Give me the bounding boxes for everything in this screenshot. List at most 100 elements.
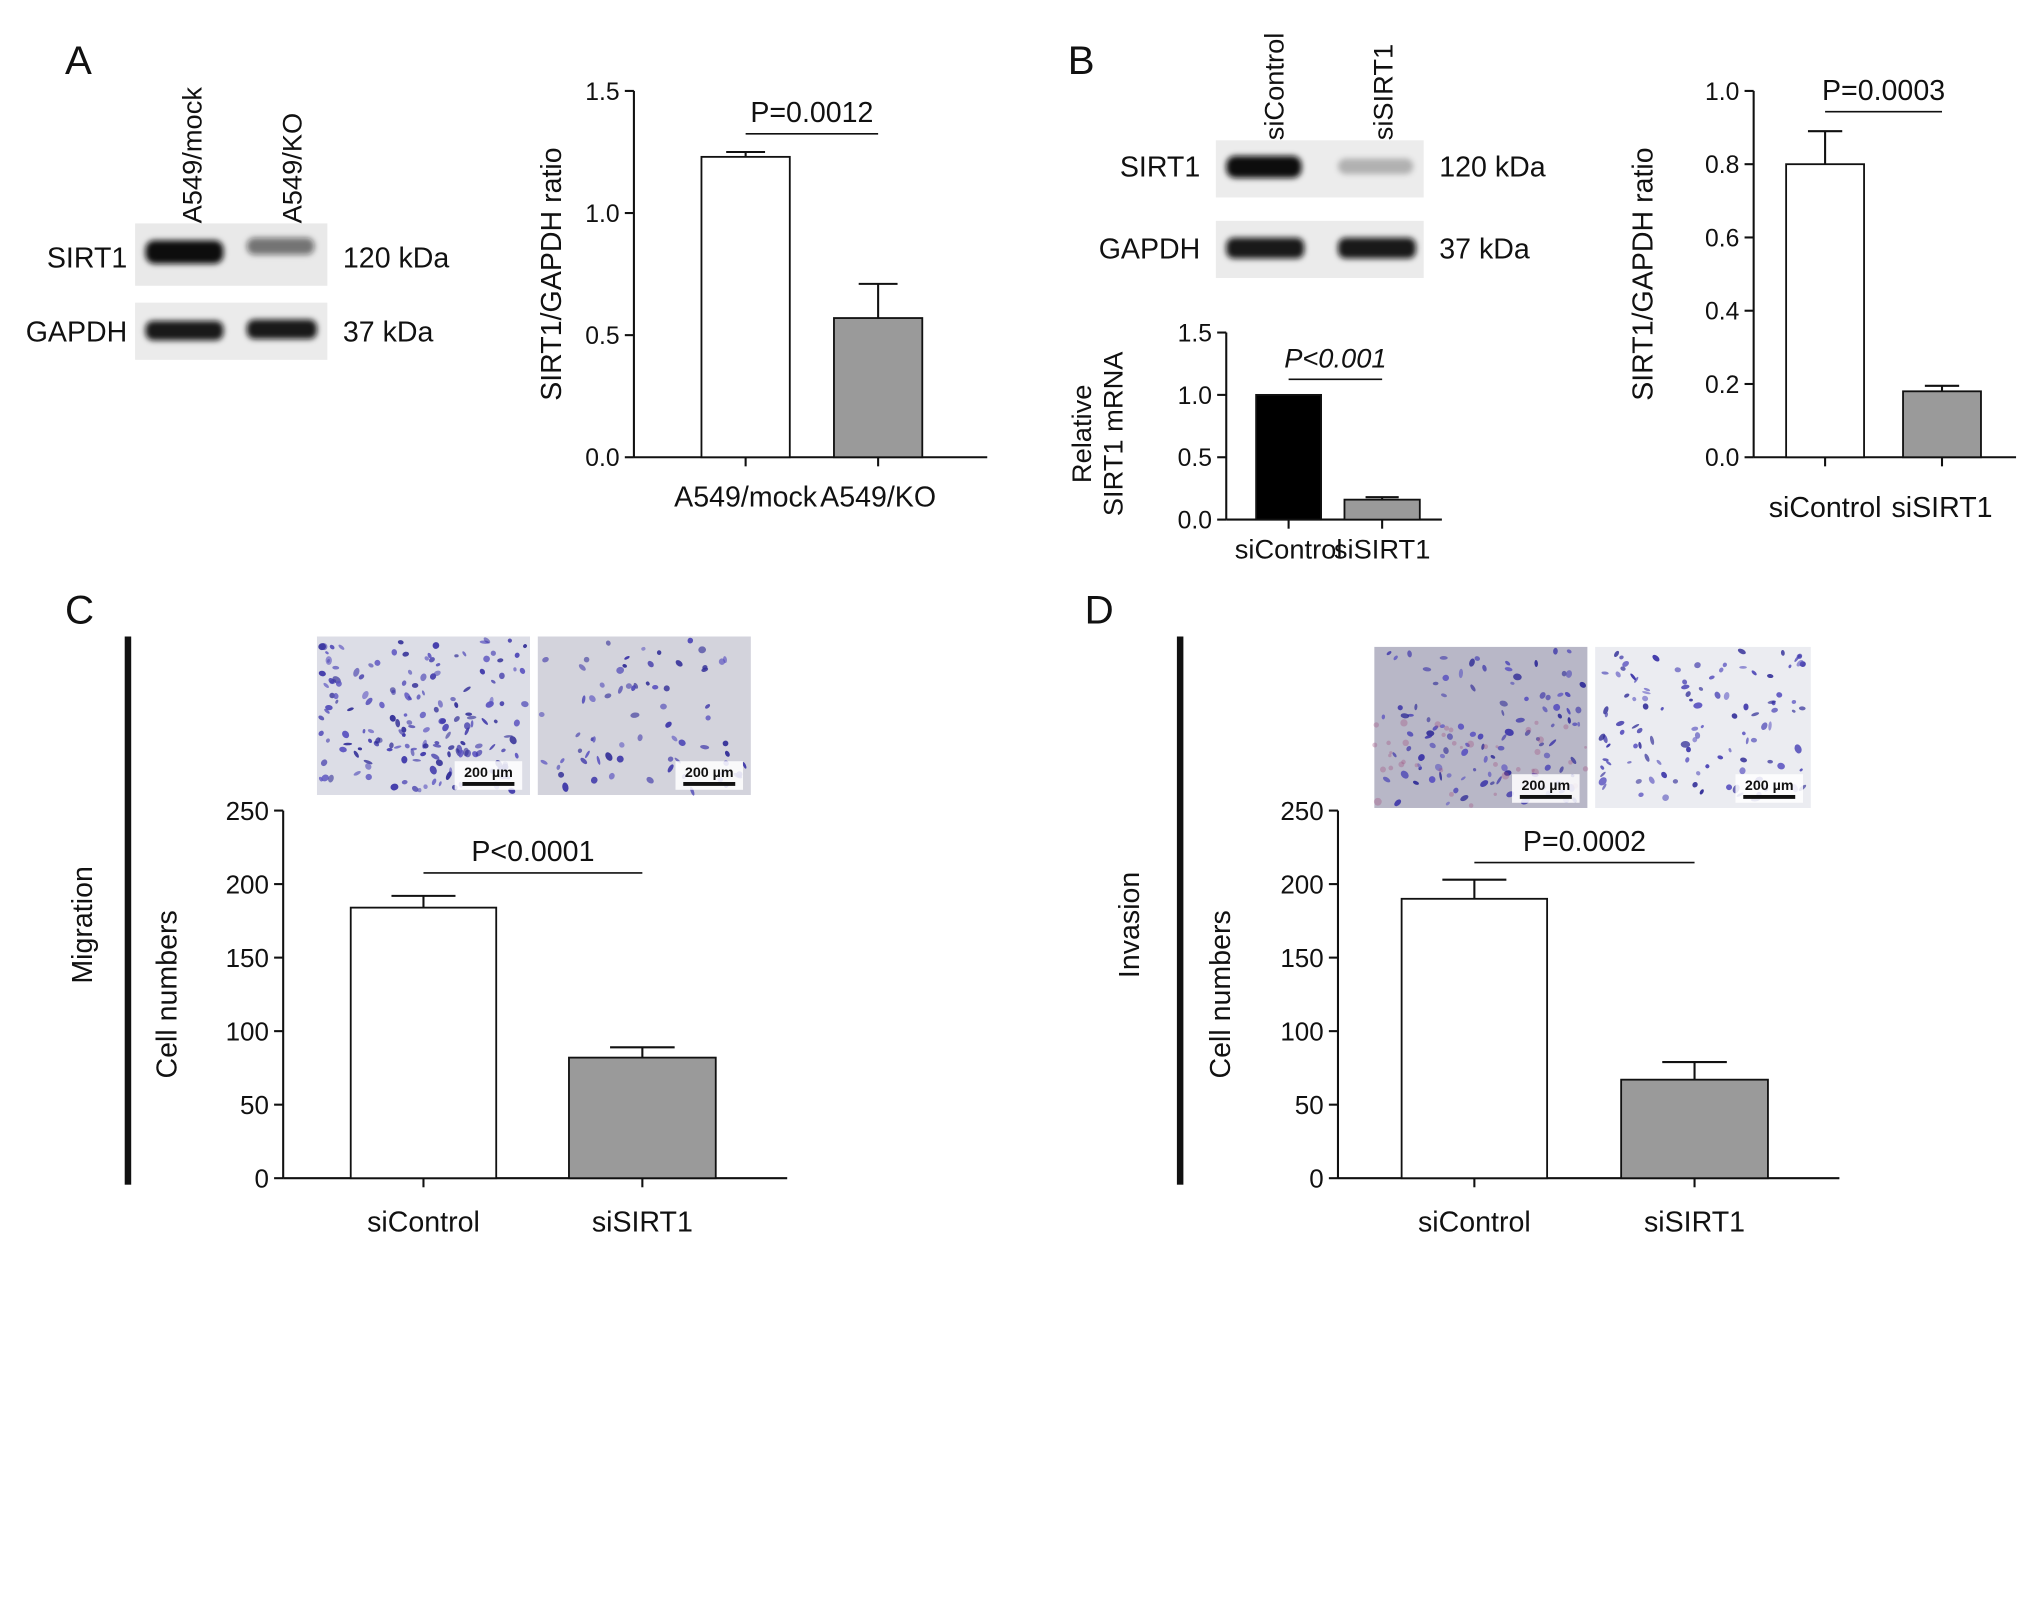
stained-cell — [1630, 673, 1637, 681]
stained-cell — [1767, 759, 1773, 764]
panel-separator-bar — [124, 636, 132, 1185]
stained-cell — [339, 746, 347, 753]
bar — [1400, 897, 1549, 1180]
stained-cell — [1422, 667, 1432, 672]
stained-cell — [1406, 731, 1414, 737]
category-label: siSIRT1 — [592, 1206, 693, 1238]
stained-cell — [1694, 732, 1701, 739]
stained-cell — [1564, 691, 1571, 698]
stained-cell — [1731, 713, 1738, 719]
stain-speck — [1531, 768, 1539, 776]
stained-cell — [702, 665, 708, 670]
stained-cell — [665, 721, 672, 728]
stained-cell — [427, 652, 432, 659]
protein-label: GAPDH — [26, 317, 128, 349]
stained-cell — [742, 761, 747, 769]
stained-cell — [357, 747, 363, 751]
stained-cell — [324, 708, 330, 714]
stained-cell — [479, 668, 486, 675]
stained-cell — [556, 764, 561, 770]
stained-cell — [328, 678, 335, 684]
stained-cell — [402, 651, 410, 657]
stained-cell — [439, 718, 446, 724]
stained-cell — [1691, 726, 1699, 731]
stain-speck — [1483, 744, 1489, 750]
y-tick-label: 150 — [1280, 943, 1323, 973]
stained-cell — [580, 757, 588, 765]
stained-cell — [1570, 756, 1577, 765]
stain-speck — [1389, 751, 1393, 755]
stain-speck — [1515, 767, 1521, 772]
stained-cell — [605, 752, 613, 761]
stained-cell — [333, 693, 339, 700]
stained-cell — [423, 784, 428, 790]
stain-speck — [1438, 767, 1444, 773]
stain-speck — [1401, 759, 1406, 765]
stained-cell — [1397, 705, 1403, 711]
stained-cell — [325, 656, 332, 665]
stained-cell — [1515, 717, 1525, 723]
stained-cell — [663, 685, 670, 692]
stained-cell — [353, 750, 359, 758]
stained-cell — [1553, 647, 1558, 655]
stained-cell — [367, 729, 375, 734]
stained-cell — [1477, 733, 1484, 740]
stained-cell — [411, 682, 419, 688]
bar — [1785, 163, 1865, 459]
category-label: siSIRT1 — [1891, 492, 1992, 524]
scale-bar-label: 200 µm — [1745, 778, 1794, 794]
stain-speck — [1373, 722, 1379, 728]
stained-cell — [1382, 776, 1391, 783]
stained-cell — [1465, 742, 1470, 748]
stained-cell — [1513, 673, 1522, 681]
stain-speck — [1468, 803, 1474, 808]
stained-cell — [431, 753, 440, 760]
stained-cell — [1681, 684, 1690, 690]
y-axis-label: SIRT1 mRNA — [1097, 351, 1128, 516]
stained-cell — [1566, 649, 1572, 654]
stained-cell — [1474, 656, 1480, 661]
y-tick-label: 1.5 — [1178, 320, 1212, 347]
stained-cell — [1776, 692, 1783, 698]
stained-cell — [1428, 776, 1436, 783]
stained-cell — [705, 704, 711, 709]
stained-cell — [1602, 758, 1609, 762]
stained-cell — [1700, 725, 1704, 729]
stained-cell — [429, 765, 437, 775]
stained-cell — [1624, 693, 1630, 698]
stained-cell — [631, 685, 636, 691]
bar — [833, 317, 924, 459]
stained-cell — [667, 764, 674, 773]
stained-cell — [465, 712, 473, 716]
stained-cell — [705, 715, 711, 721]
stain-speck — [1582, 766, 1589, 772]
stained-cell — [1480, 780, 1489, 787]
y-tick-label: 50 — [1295, 1090, 1324, 1120]
stain-speck — [1493, 761, 1498, 767]
scale-bar — [462, 781, 515, 786]
stained-cell — [1400, 713, 1410, 719]
stained-cell — [1794, 744, 1802, 754]
stained-cell — [1796, 659, 1804, 667]
stained-cell — [421, 690, 425, 696]
stained-cell — [1429, 742, 1436, 749]
stained-cell — [1600, 765, 1605, 770]
stained-cell — [523, 644, 527, 649]
stained-cell — [647, 660, 654, 668]
y-tick-label: 100 — [226, 1016, 269, 1046]
size-label: 120 kDa — [343, 243, 449, 275]
stained-cell — [1579, 681, 1587, 688]
stained-cell — [540, 759, 548, 765]
lane-label: siSIRT1 — [1368, 44, 1399, 140]
chart-b-relative-sirt1-mrna: 0.0 0.5 1.0 1.5 Relative SIRT1 mRNA siControls… — [1066, 320, 1442, 565]
stained-cell — [320, 759, 328, 767]
stained-cell — [1602, 783, 1607, 790]
stained-cell — [435, 663, 441, 667]
stained-cell — [318, 670, 326, 677]
stained-cell — [1483, 755, 1488, 763]
stained-cell — [1662, 794, 1669, 802]
bar — [568, 1056, 717, 1180]
stained-cell — [671, 735, 678, 742]
stained-cell — [497, 658, 504, 663]
stained-cell — [1577, 721, 1581, 727]
